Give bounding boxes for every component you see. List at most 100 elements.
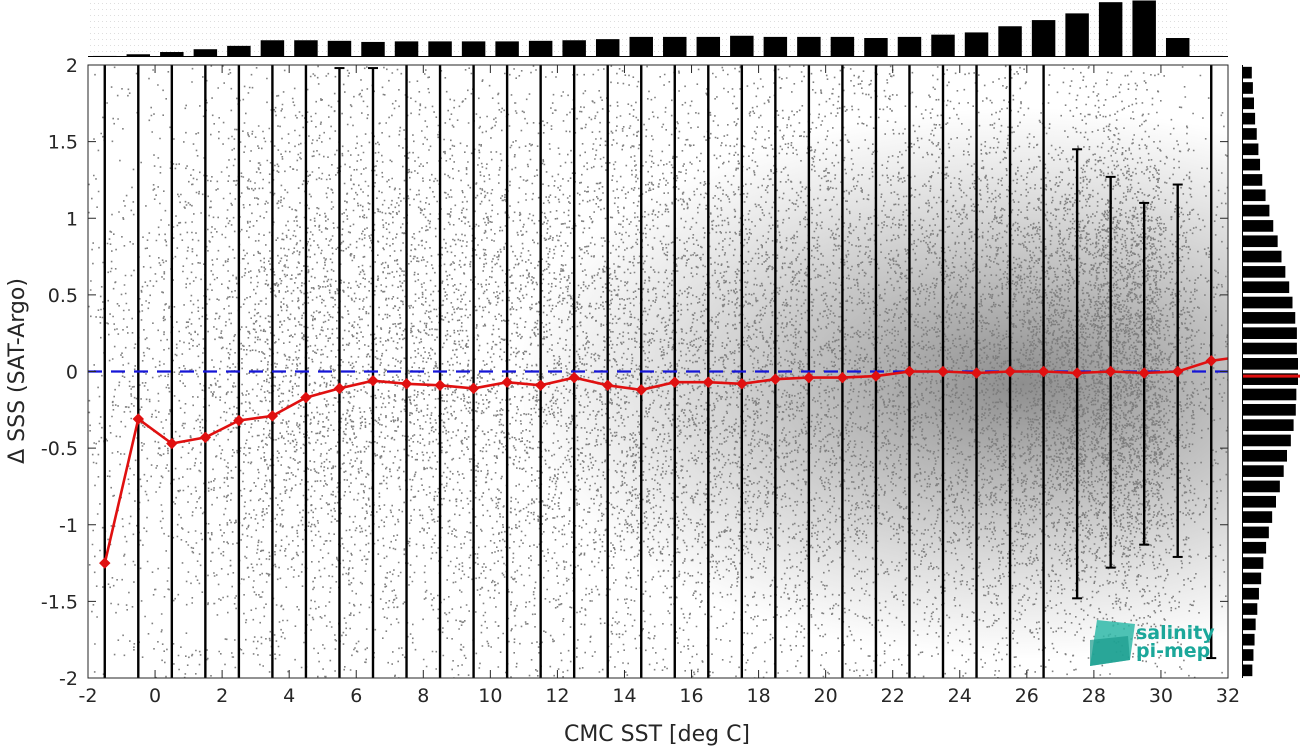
top-histogram-bar [193,49,218,57]
top-histogram-bar [864,38,888,57]
right-histogram-panel [1242,65,1300,678]
median-point [568,371,580,384]
right-histogram-bar [1243,220,1274,232]
x-axis-title: CMC SST [deg C] [564,722,750,747]
top-histogram-bar [897,36,922,57]
right-histogram-bar [1243,557,1264,569]
top-histogram-bar [1132,0,1156,57]
right-histogram-bar [1243,296,1293,309]
top-histogram-bar [931,34,955,57]
right-histogram-bar [1243,541,1267,554]
median-point [1138,367,1150,379]
right-histogram-bar [1243,495,1276,508]
median-point [266,410,279,422]
top-histogram-bar [294,40,318,57]
right-histogram-bar [1243,511,1273,523]
x-tick-label: 24 [948,685,972,707]
right-histogram-bar [1243,112,1256,125]
median-point [333,382,346,395]
right-histogram-bar [1243,327,1297,340]
top-histogram-bar [663,36,687,57]
median-point [870,370,882,382]
top-histogram-bar [998,26,1022,57]
top-histogram-bar [964,32,989,57]
median-point [1104,365,1117,378]
main-plot: -2 0 2 4 6 8 10 12 14 16 18 20 22 24 26 28 30 32 -2-1.5-1… [5,55,1240,747]
median-point [769,373,782,385]
logo-mark-shade [1090,636,1130,666]
top-histogram-bar [797,36,821,57]
top-histogram-bar [1165,38,1190,57]
top-histogram-bar [730,35,754,57]
median-point [400,378,413,390]
top-histogram-bar [696,36,721,57]
top-histogram-bar [227,45,251,57]
median-point [501,376,513,388]
right-histogram-bar [1243,649,1254,661]
top-histogram-bar [629,36,653,57]
y-tick-label: -1.5 [41,591,78,613]
y-tick-label: -2 [59,668,78,690]
top-histogram-bar [830,36,855,57]
median-point [635,384,647,396]
right-histogram-bar [1243,434,1291,447]
right-histogram-bar [1243,633,1255,646]
median-point [1037,365,1050,378]
median-point [166,437,178,450]
top-histogram-bar [1065,13,1089,57]
x-tick-label: 30 [1149,685,1173,707]
x-tick-label: 2 [216,685,228,707]
right-histogram-bar [1243,342,1297,355]
x-tick-label: 28 [1082,685,1106,707]
x-tick-label: 32 [1216,685,1240,707]
top-histogram-bar [428,41,452,57]
median-point [1205,355,1217,367]
median-point [1172,365,1184,378]
x-tick-label: 8 [417,685,429,707]
median-point [99,557,111,569]
right-histogram-bar [1243,235,1278,248]
median-point [903,365,916,378]
right-histogram-bar [1243,618,1256,631]
right-histogram-bar [1243,281,1290,294]
right-histogram-bar [1243,664,1253,677]
median-point [534,379,547,392]
median-point [736,378,748,390]
right-histogram-bar [1243,189,1266,202]
median-point [1004,365,1016,378]
x-tick-label: 20 [814,685,838,707]
salinity-pi-mep-logo: salinity pi-mep [1090,620,1215,666]
right-histogram-bar [1243,358,1298,370]
median-point [434,379,446,392]
right-histogram-bars [1243,66,1298,677]
top-histogram-bar [126,54,151,57]
right-histogram-bar [1243,480,1280,493]
right-histogram-bar [1243,373,1298,385]
y-tick-label: -0.5 [41,438,78,460]
logo-text-salinity: salinity [1136,622,1215,644]
median-point [467,382,480,395]
right-histogram-bar [1243,526,1269,539]
right-histogram-bar [1243,143,1259,156]
logo-text-pimep: pi-mep [1136,640,1210,662]
top-histogram-bar [495,41,519,57]
y-tick-label: 2 [66,55,78,77]
median-point [702,376,715,388]
median-point [300,391,312,404]
median-point [199,431,212,444]
right-histogram-bar [1243,449,1287,462]
top-histogram-bars [93,0,1223,57]
top-histogram-bar [595,39,620,57]
top-histogram-bar [361,41,385,57]
median-point [233,414,245,427]
y-axis-title: Δ SSS (SAT-Argo) [5,278,30,464]
x-tick-label: 22 [881,685,905,707]
top-histogram-bar [160,52,184,57]
median-point [803,371,815,384]
median-point [1071,367,1083,379]
right-histogram-bar [1243,204,1270,217]
right-histogram-bar [1243,66,1252,79]
y-tick-label: 1 [66,208,78,230]
x-tick-label: 6 [350,685,362,707]
top-histogram-bar [528,40,553,57]
